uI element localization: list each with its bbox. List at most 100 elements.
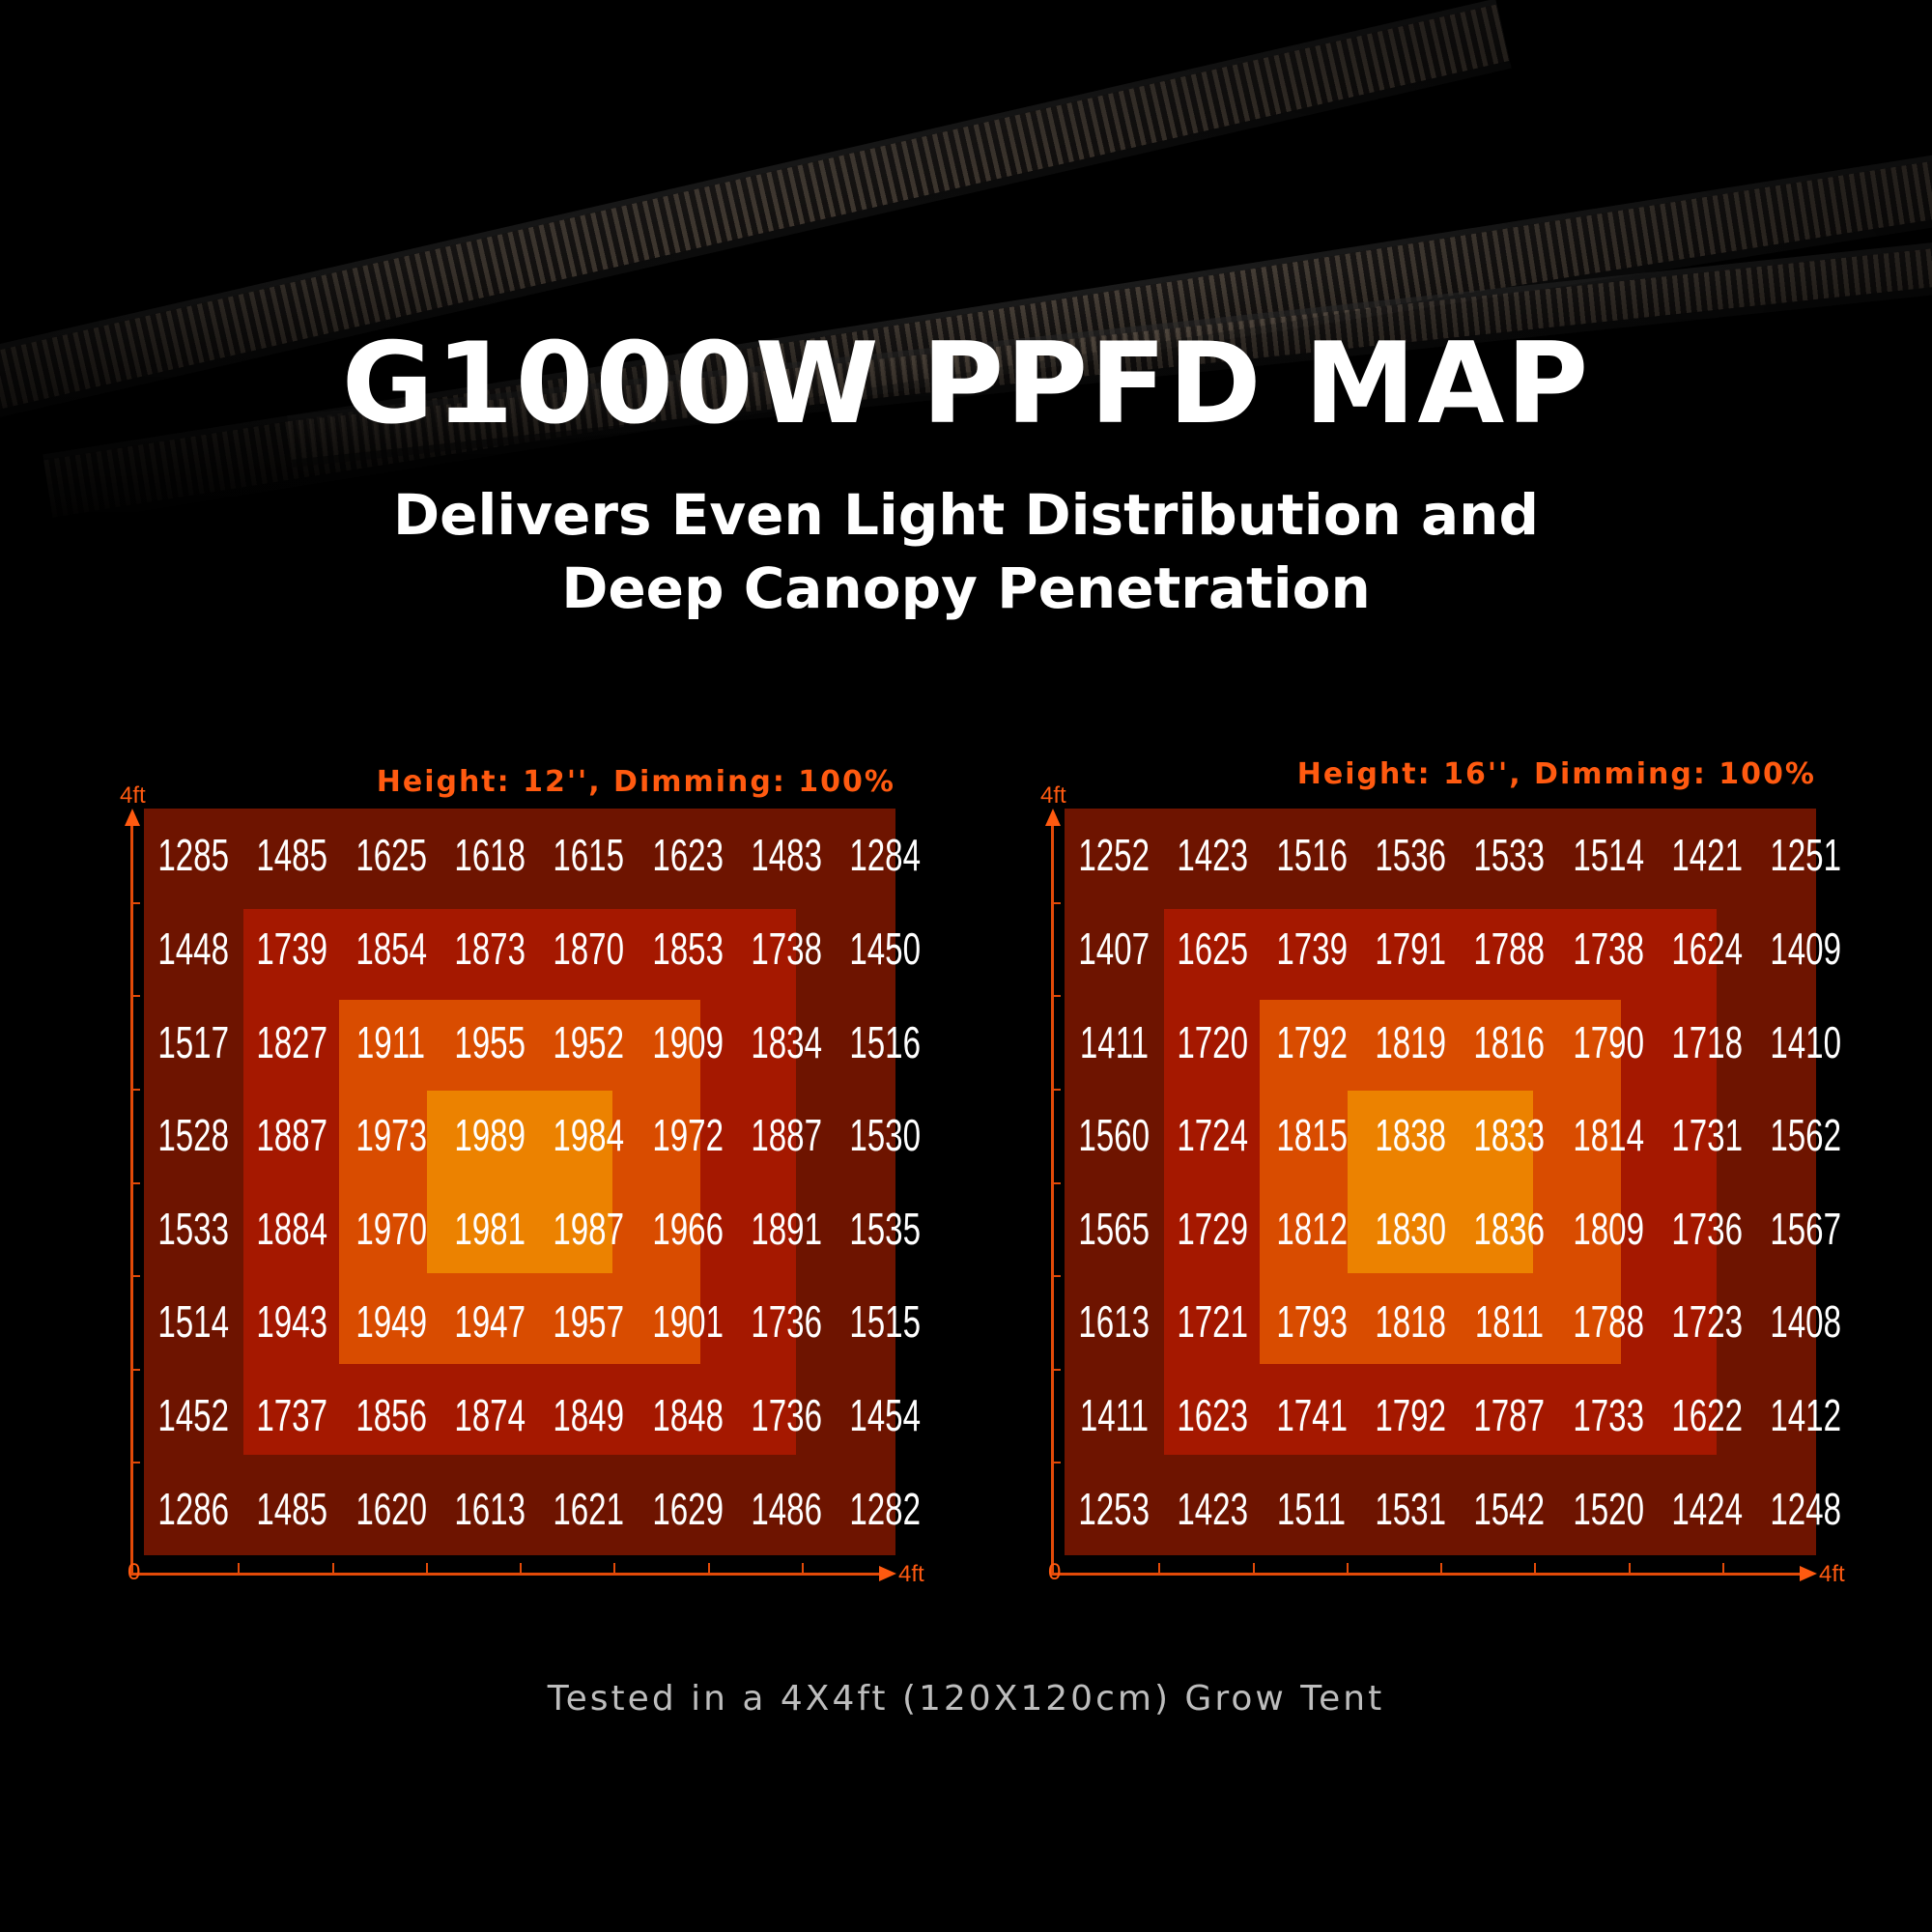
ppfd-value: 1736 [1671,1203,1744,1254]
ppfd-cell-r1-c4: 1618 [440,809,539,902]
ppfd-cell-r5-c3: 1812 [1263,1182,1361,1276]
ppfd-cell-r2-c5: 1788 [1460,902,1558,996]
ppfd-cell-r7-c4: 1792 [1361,1369,1460,1463]
ppfd-value: 1738 [751,923,823,974]
y-axis-tick [130,1181,140,1184]
ppfd-value: 1409 [1770,923,1842,974]
y-axis-tick [130,1088,140,1091]
ppfd-value: 1856 [355,1390,427,1441]
ppfd-cell-r8-c7: 1486 [737,1462,836,1555]
ppfd-value: 1423 [1177,830,1249,881]
ppfd-cell-r3-c4: 1955 [440,995,539,1089]
ppfd-cell-r4-c1: 1560 [1065,1089,1163,1182]
ppfd-cell-r8-c4: 1531 [1361,1462,1460,1555]
ppfd-value: 1788 [1573,1296,1644,1348]
y-axis-tick [1051,1368,1061,1371]
ppfd-value: 1625 [1177,923,1249,974]
x-axis-max-label: 4ft [898,1561,924,1587]
ppfd-cell-r5-c6: 1809 [1559,1182,1658,1276]
ppfd-value: 1624 [1671,923,1744,974]
ppfd-cell-r3-c7: 1834 [737,995,836,1089]
ppfd-value: 1623 [652,830,724,881]
test-conditions-note: Tested in a 4X4ft (120X120cm) Grow Tent [547,1679,1385,1719]
ppfd-value: 1253 [1078,1483,1151,1534]
ppfd-value: 1955 [454,1016,526,1067]
ppfd-cell-r3-c5: 1816 [1460,995,1558,1089]
ppfd-cell-r5-c8: 1535 [836,1182,934,1276]
ppfd-value: 1485 [256,1483,328,1534]
ppfd-value: 1452 [157,1390,230,1441]
axis-origin-label: 0 [1048,1559,1062,1585]
ppfd-value: 1834 [751,1016,823,1067]
ppfd-cell-r1-c8: 1284 [836,809,934,902]
x-axis-tick [520,1563,522,1573]
ppfd-cell-r2-c1: 1407 [1065,902,1163,996]
ppfd-value: 1957 [553,1296,625,1348]
ppfd-value: 1485 [256,830,328,881]
ppfd-cell-r4-c8: 1530 [836,1089,934,1182]
ppfd-map-16in: Height: 16'', Dimming: 100% 1252 1423 1516… [1040,753,1896,1604]
ppfd-cell-r1-c1: 1252 [1065,809,1163,902]
ppfd-cell-r5-c1: 1565 [1065,1182,1163,1276]
ppfd-value: 1515 [849,1296,922,1348]
y-axis-tick [1051,1275,1061,1278]
x-axis [130,1573,884,1576]
ppfd-cell-r4-c6: 1814 [1559,1089,1658,1182]
ppfd-cell-r5-c4: 1981 [440,1182,539,1276]
ppfd-cell-r1-c5: 1533 [1460,809,1558,902]
ppfd-value: 1248 [1770,1483,1842,1534]
ppfd-value: 1952 [553,1016,625,1067]
y-axis-tick [130,995,140,998]
ppfd-value: 1535 [849,1203,922,1254]
ppfd-value: 1947 [454,1296,526,1348]
ppfd-value: 1891 [751,1203,823,1254]
ppfd-cell-r8-c1: 1286 [144,1462,242,1555]
ppfd-cell-r1-c6: 1623 [639,809,737,902]
ppfd-value: 1981 [454,1203,526,1254]
ppfd-value: 1792 [1276,1016,1348,1067]
ppfd-cell-r1-c2: 1423 [1163,809,1262,902]
x-axis-tick [613,1563,616,1573]
ppfd-value: 1483 [751,830,823,881]
ppfd-value: 1818 [1375,1296,1447,1348]
ppfd-cell-r4-c5: 1833 [1460,1089,1558,1182]
ppfd-cell-r2-c4: 1873 [440,902,539,996]
ppfd-cell-r3-c7: 1718 [1658,995,1756,1089]
ppfd-map-12in: Height: 12'', Dimming: 100% 1285 1485 1625… [120,753,976,1604]
ppfd-cell-r4-c7: 1731 [1658,1089,1756,1182]
ppfd-value: 1615 [553,830,625,881]
ppfd-cell-r6-c2: 1721 [1163,1275,1262,1369]
ppfd-cell-r8-c1: 1253 [1065,1462,1163,1555]
y-axis-arrow-icon [1045,809,1061,826]
ppfd-cell-r7-c4: 1874 [440,1369,539,1463]
ppfd-value: 1970 [355,1203,427,1254]
ppfd-cell-r6-c6: 1788 [1559,1275,1658,1369]
y-axis-tick [130,1368,140,1371]
ppfd-cell-r7-c2: 1623 [1163,1369,1262,1463]
x-axis-tick [238,1563,241,1573]
ppfd-cell-r8-c7: 1424 [1658,1462,1756,1555]
ppfd-value: 1901 [652,1296,724,1348]
ppfd-cell-r3-c8: 1516 [836,995,934,1089]
ppfd-value: 1408 [1770,1296,1842,1348]
ppfd-cell-r2-c6: 1853 [639,902,737,996]
ppfd-cell-r2-c3: 1739 [1263,902,1361,996]
ppfd-value: 1819 [1375,1016,1447,1067]
ppfd-cell-r2-c1: 1448 [144,902,242,996]
ppfd-cell-r5-c5: 1836 [1460,1182,1558,1276]
ppfd-value: 1887 [751,1110,823,1161]
ppfd-value: 1849 [553,1390,625,1441]
ppfd-cell-r8-c4: 1613 [440,1462,539,1555]
ppfd-cell-r5-c6: 1966 [639,1182,737,1276]
ppfd-cell-r6-c4: 1947 [440,1275,539,1369]
ppfd-value: 1729 [1177,1203,1249,1254]
x-axis-max-label: 4ft [1819,1561,1845,1587]
ppfd-cell-r1-c3: 1516 [1263,809,1361,902]
ppfd-cell-r6-c7: 1723 [1658,1275,1756,1369]
x-axis-tick [1252,1563,1255,1573]
ppfd-value: 1739 [256,923,328,974]
ppfd-cell-r2-c8: 1450 [836,902,934,996]
ppfd-cell-r8-c8: 1282 [836,1462,934,1555]
x-axis-tick [331,1563,334,1573]
ppfd-value: 1741 [1276,1390,1348,1441]
